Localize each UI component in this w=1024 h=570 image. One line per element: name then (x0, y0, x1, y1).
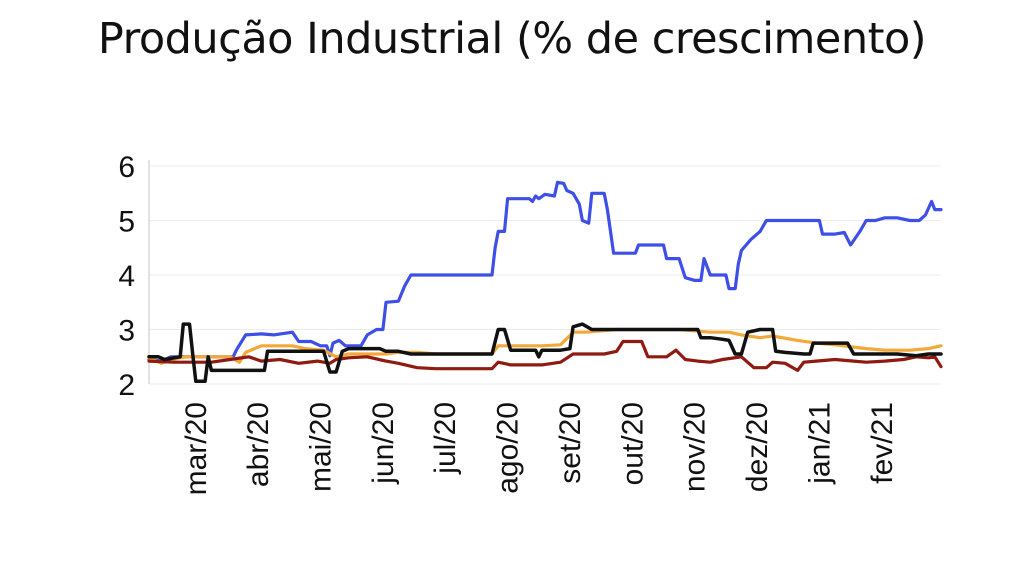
chart-title: Produção Industrial (% de crescimento) (97, 14, 927, 64)
y-tick-label: 5 (118, 206, 135, 239)
gridlines (149, 165, 941, 385)
y-tick-label: 6 (118, 151, 135, 184)
x-tick-label: abr/20 (242, 402, 275, 487)
x-tick-label: fev/21 (866, 402, 899, 484)
x-tick-label: out/20 (616, 402, 649, 485)
series-line-2 (147, 327, 943, 365)
x-tick-label: jul/20 (429, 402, 462, 475)
y-tick-label: 2 (118, 369, 135, 402)
x-tick-label: mar/20 (180, 402, 213, 495)
y-tick-label: 3 (118, 315, 135, 348)
x-tick-label: dez/20 (741, 402, 774, 492)
y-axis: 2 3 4 5 6 (118, 151, 135, 402)
x-tick-label: jun/20 (367, 402, 400, 485)
x-tick-label: nov/20 (679, 402, 712, 492)
series-lines (147, 180, 943, 384)
series-line-4 (147, 322, 943, 384)
y-tick-label: 4 (118, 260, 135, 293)
x-tick-label: ago/20 (492, 402, 525, 494)
x-tick-label: set/20 (554, 402, 587, 484)
x-tick-label: mai/20 (304, 402, 337, 492)
series-line-3 (147, 339, 943, 372)
series-line-1 (147, 180, 943, 363)
x-axis: mar/20 abr/20 mai/20 jun/20 jul/20 ago/20 set/… (180, 402, 899, 495)
x-tick-label: jan/21 (803, 402, 836, 485)
